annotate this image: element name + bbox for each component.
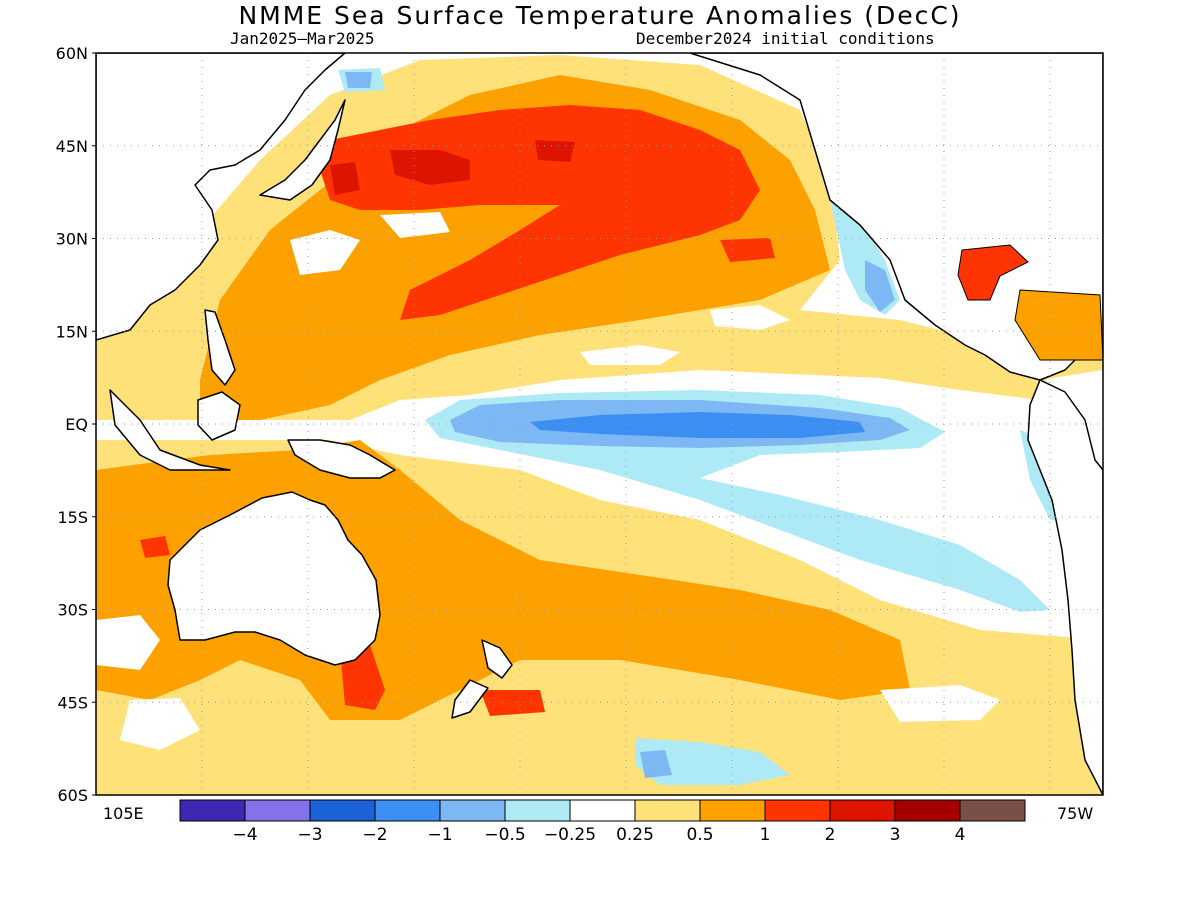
lon-label-right: 75W [1057,804,1093,823]
anomaly-field [96,53,1103,795]
colorbar-swatch [829,799,896,822]
colorbar [179,799,1026,822]
lat-label: 30S [57,601,88,620]
asia-coast [96,53,346,341]
land-masses [96,53,1103,795]
lat-label: 15S [57,508,88,527]
colorbar-swatch [374,799,441,822]
colorbar-swatch [699,799,766,822]
colorbar-label: −4 [232,825,257,845]
colorbar-swatch [439,799,506,822]
sumatra-java-land [109,389,231,471]
colorbar-label: −0.25 [544,825,596,845]
colorbar-label: −2 [362,825,387,845]
colorbar-label: 3 [890,825,901,845]
latitude-labels: 60N 45N 30N 15N EQ 15S 30S 45S 60S [56,44,96,805]
anomaly-region-neg1-2 [530,412,865,438]
lat-label: 60N [56,44,88,63]
colorbar-swatch [244,799,311,822]
colorbar-label: −0.5 [484,825,525,845]
colorbar-swatch [504,799,571,822]
lat-label: EQ [65,415,88,434]
colorbar-swatch [569,799,636,822]
colorbar-swatch [309,799,376,822]
japan-land [259,99,346,201]
colorbar-label: 2 [825,825,836,845]
colorbar-labels: −4 −3 −2 −1 −0.5 −0.25 0.25 0.5 1 2 3 4 [232,825,965,845]
new-zealand-land [451,639,513,719]
colorbar-label: 0.25 [616,825,654,845]
colorbar-swatch [764,799,831,822]
philippines-land [204,309,236,386]
lat-label: 30N [56,230,88,249]
gulf-waters [957,244,1103,361]
australia-land [167,491,381,666]
colorbar-swatch [179,799,246,822]
lat-lon-grid [96,53,1103,795]
colorbar-label: 1 [760,825,771,845]
lat-label: 45N [56,137,88,156]
lat-label: 15N [56,322,88,341]
borneo-land [197,391,241,441]
map-title: NMME Sea Surface Temperature Anomalies (… [238,1,961,30]
colorbar-swatch [959,799,1026,822]
lat-label: 45S [57,693,88,712]
neutral-pockets [96,212,1000,750]
colorbar-swatch [894,799,961,822]
forecast-period: Jan2025–Mar2025 [230,29,375,48]
colorbar-label: 4 [955,825,966,845]
lon-label-left: 105E [103,804,144,823]
south-america-land [1027,379,1103,795]
colorbar-label: −3 [297,825,322,845]
initial-conditions: December2024 initial conditions [636,29,935,48]
colorbar-swatch [634,799,701,822]
lat-label: 60S [57,786,88,805]
colorbar-label: −1 [427,825,452,845]
colorbar-label: 0.5 [686,825,713,845]
new-guinea-land [287,439,396,479]
